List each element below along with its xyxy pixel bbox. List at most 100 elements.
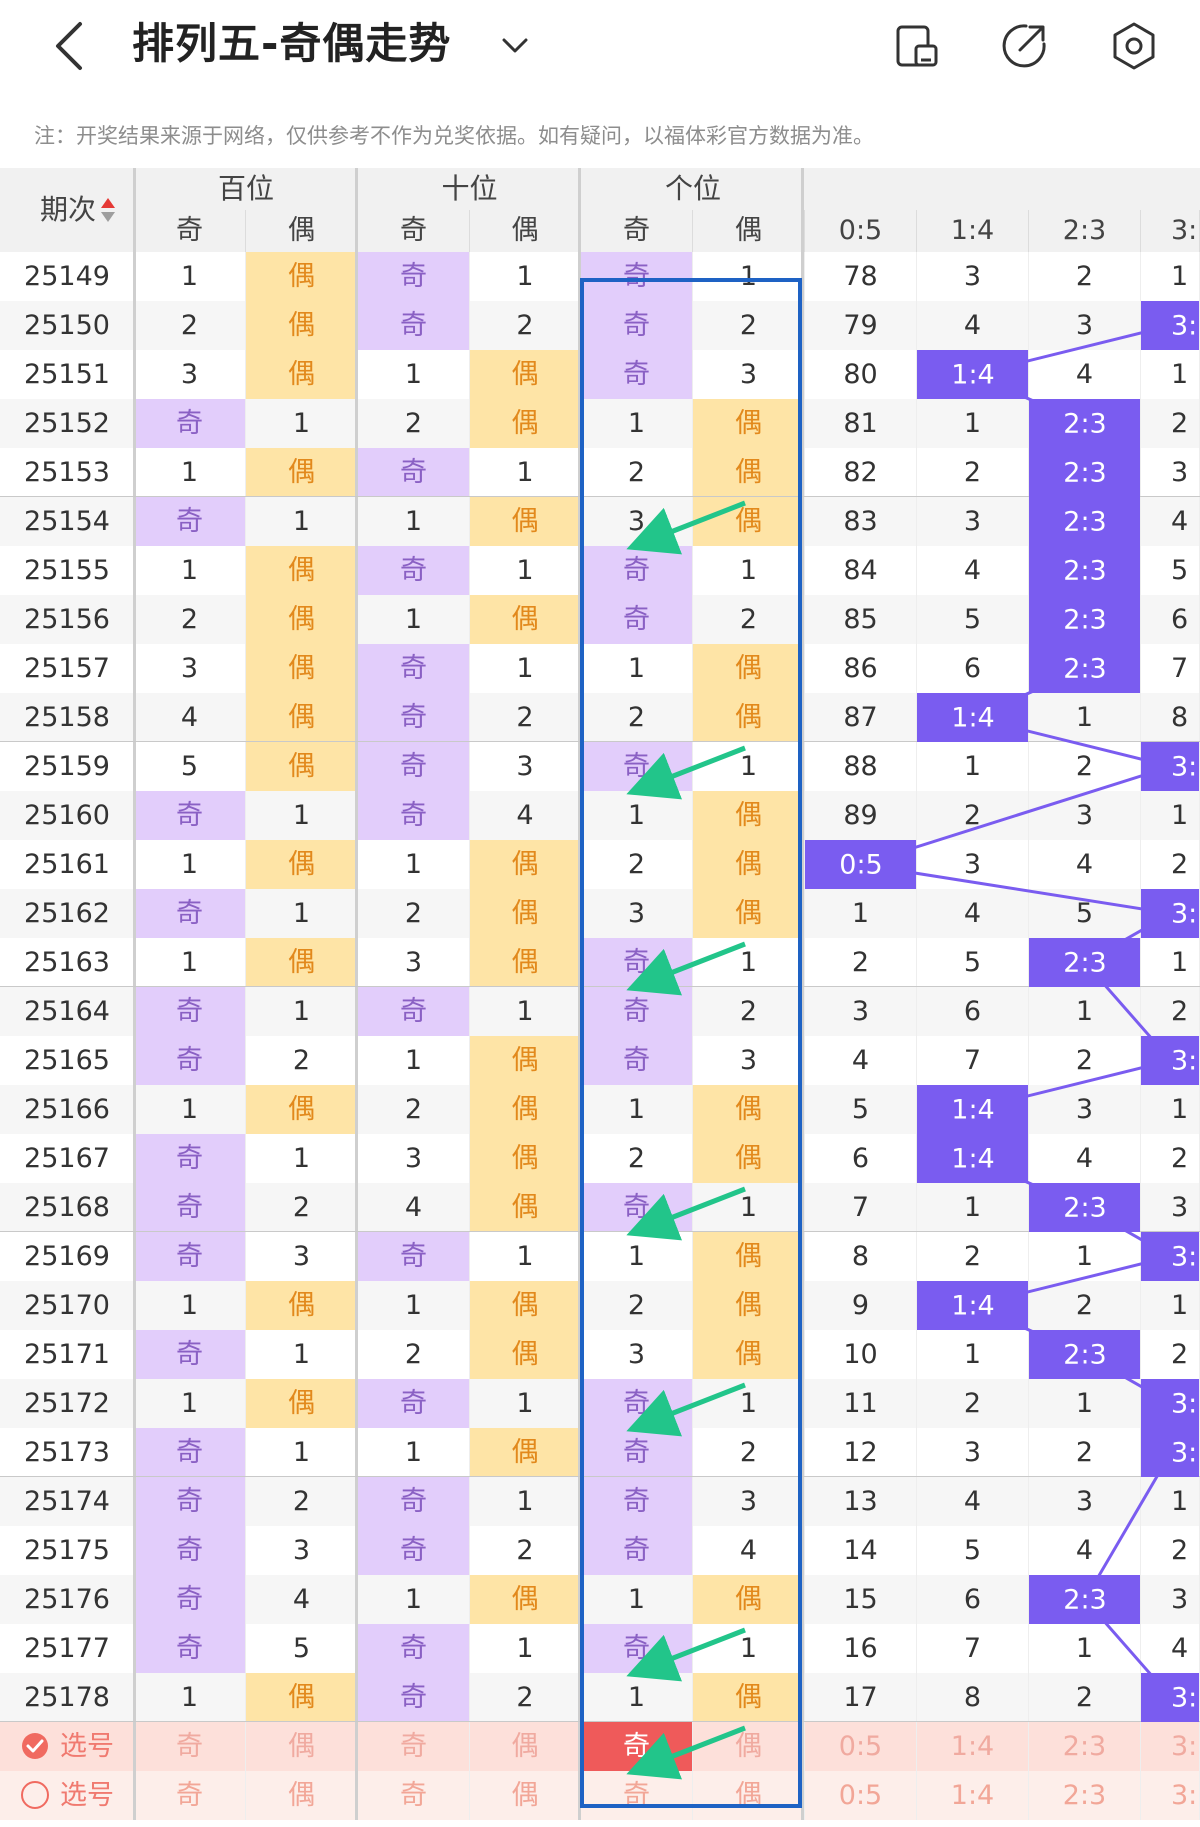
data-cell[interactable]: 3 — [805, 987, 917, 1036]
data-cell[interactable]: 奇 — [581, 252, 693, 301]
period-cell[interactable]: 25176 — [24, 1584, 110, 1615]
data-cell[interactable]: 3: — [1141, 301, 1200, 350]
data-cell[interactable]: 偶 — [693, 448, 805, 497]
data-cell[interactable]: 偶 — [246, 350, 358, 399]
period-cell[interactable]: 25154 — [24, 506, 110, 537]
data-cell[interactable]: 1 — [917, 1183, 1029, 1232]
data-cell[interactable]: 1 — [581, 1673, 693, 1722]
data-cell[interactable]: 2:3 — [1029, 644, 1141, 693]
data-cell[interactable]: 1 — [358, 840, 470, 889]
data-cell[interactable]: 1 — [246, 889, 358, 938]
data-cell[interactable]: 偶 — [693, 399, 805, 448]
data-cell[interactable]: 偶 — [246, 1281, 358, 1330]
data-cell[interactable]: 4 — [470, 791, 581, 840]
data-cell[interactable]: 偶 — [693, 1232, 805, 1281]
period-cell[interactable]: 25171 — [24, 1339, 110, 1370]
data-cell[interactable]: 1 — [693, 546, 805, 595]
sub-header-5[interactable]: 偶 — [693, 210, 805, 252]
data-cell[interactable]: 1 — [358, 1281, 470, 1330]
data-cell[interactable]: 1 — [358, 1428, 470, 1477]
data-cell[interactable]: 5 — [246, 1624, 358, 1673]
data-cell[interactable]: 5 — [917, 1526, 1029, 1575]
data-cell[interactable]: 9 — [805, 1281, 917, 1330]
data-cell[interactable]: 奇 — [358, 448, 470, 497]
data-cell[interactable]: 1 — [805, 889, 917, 938]
data-cell[interactable]: 88 — [805, 742, 917, 791]
data-cell[interactable]: 1 — [358, 350, 470, 399]
data-cell[interactable]: 偶 — [470, 595, 581, 644]
data-cell[interactable]: 4 — [246, 1575, 358, 1624]
period-cell[interactable]: 25149 — [24, 261, 110, 292]
data-cell[interactable]: 奇 — [134, 987, 246, 1036]
period-cell[interactable]: 25159 — [24, 751, 110, 782]
data-cell[interactable]: 1 — [246, 987, 358, 1036]
period-cell[interactable]: 25161 — [24, 849, 110, 880]
data-cell[interactable]: 2 — [1141, 399, 1200, 448]
row-separator[interactable] — [0, 1231, 1200, 1232]
data-cell[interactable]: 2 — [1141, 1134, 1200, 1183]
data-cell[interactable]: 4 — [917, 1477, 1029, 1526]
data-cell[interactable]: 奇 — [581, 1183, 693, 1232]
data-cell[interactable]: 1 — [470, 448, 581, 497]
data-cell[interactable]: 2 — [581, 448, 693, 497]
data-cell[interactable]: 1 — [246, 1428, 358, 1477]
data-cell[interactable]: 偶 — [470, 350, 581, 399]
data-cell[interactable]: 3: — [1141, 889, 1200, 938]
data-cell[interactable]: 2 — [1029, 1281, 1141, 1330]
data-cell[interactable]: 1 — [470, 1379, 581, 1428]
data-cell[interactable]: 3 — [1029, 301, 1141, 350]
period-header[interactable]: 期次 — [0, 168, 134, 252]
data-cell[interactable]: 奇 — [134, 399, 246, 448]
data-cell[interactable]: 偶 — [246, 742, 358, 791]
data-cell[interactable]: 4 — [917, 546, 1029, 595]
data-cell[interactable]: 2 — [358, 1330, 470, 1379]
data-cell[interactable]: 3 — [358, 1134, 470, 1183]
data-cell[interactable]: 2 — [134, 595, 246, 644]
data-cell[interactable]: 1 — [693, 1624, 805, 1673]
period-cell[interactable]: 25169 — [24, 1241, 110, 1272]
data-cell[interactable]: 8 — [1141, 693, 1200, 742]
data-cell[interactable]: 3 — [581, 497, 693, 546]
back-icon[interactable] — [50, 18, 90, 74]
data-cell[interactable]: 奇 — [134, 1477, 246, 1526]
data-cell[interactable]: 3 — [581, 1330, 693, 1379]
row-separator[interactable] — [0, 741, 1200, 742]
data-cell[interactable]: 1:4 — [917, 1281, 1029, 1330]
data-cell[interactable]: 3 — [917, 1428, 1029, 1477]
data-cell[interactable]: 3 — [1141, 1183, 1200, 1232]
data-cell[interactable]: 2 — [470, 1673, 581, 1722]
data-cell[interactable]: 偶 — [470, 938, 581, 987]
data-cell[interactable]: 偶 — [246, 448, 358, 497]
data-cell[interactable]: 2 — [693, 987, 805, 1036]
data-cell[interactable]: 奇 — [358, 1477, 470, 1526]
data-cell[interactable]: 2 — [581, 1281, 693, 1330]
period-cell[interactable]: 25177 — [24, 1633, 110, 1664]
data-cell[interactable]: 奇 — [134, 1232, 246, 1281]
data-cell[interactable]: 奇 — [581, 742, 693, 791]
data-cell[interactable]: 7 — [917, 1624, 1029, 1673]
period-cell[interactable]: 25173 — [24, 1437, 110, 1468]
select-cell[interactable]: 3: — [1141, 1722, 1200, 1771]
data-cell[interactable]: 1 — [134, 546, 246, 595]
select-cell[interactable]: 1:4 — [917, 1771, 1029, 1820]
data-cell[interactable]: 5 — [917, 595, 1029, 644]
group-tens[interactable]: 十位 — [358, 168, 581, 210]
row-separator[interactable] — [0, 986, 1200, 987]
data-cell[interactable]: 2 — [246, 1477, 358, 1526]
data-cell[interactable]: 奇 — [581, 1379, 693, 1428]
data-cell[interactable]: 1 — [134, 938, 246, 987]
data-cell[interactable]: 1 — [1141, 1477, 1200, 1526]
data-cell[interactable]: 奇 — [358, 791, 470, 840]
data-cell[interactable]: 1 — [693, 938, 805, 987]
data-cell[interactable]: 偶 — [470, 1428, 581, 1477]
data-cell[interactable]: 2 — [246, 1183, 358, 1232]
data-cell[interactable]: 偶 — [470, 497, 581, 546]
data-cell[interactable]: 3 — [1029, 1477, 1141, 1526]
data-cell[interactable]: 5 — [134, 742, 246, 791]
data-cell[interactable]: 偶 — [246, 840, 358, 889]
data-cell[interactable]: 3: — [1141, 1036, 1200, 1085]
data-cell[interactable]: 1 — [358, 1036, 470, 1085]
period-cell[interactable]: 25150 — [24, 310, 110, 341]
sub-header-2[interactable]: 奇 — [358, 210, 470, 252]
data-cell[interactable]: 89 — [805, 791, 917, 840]
